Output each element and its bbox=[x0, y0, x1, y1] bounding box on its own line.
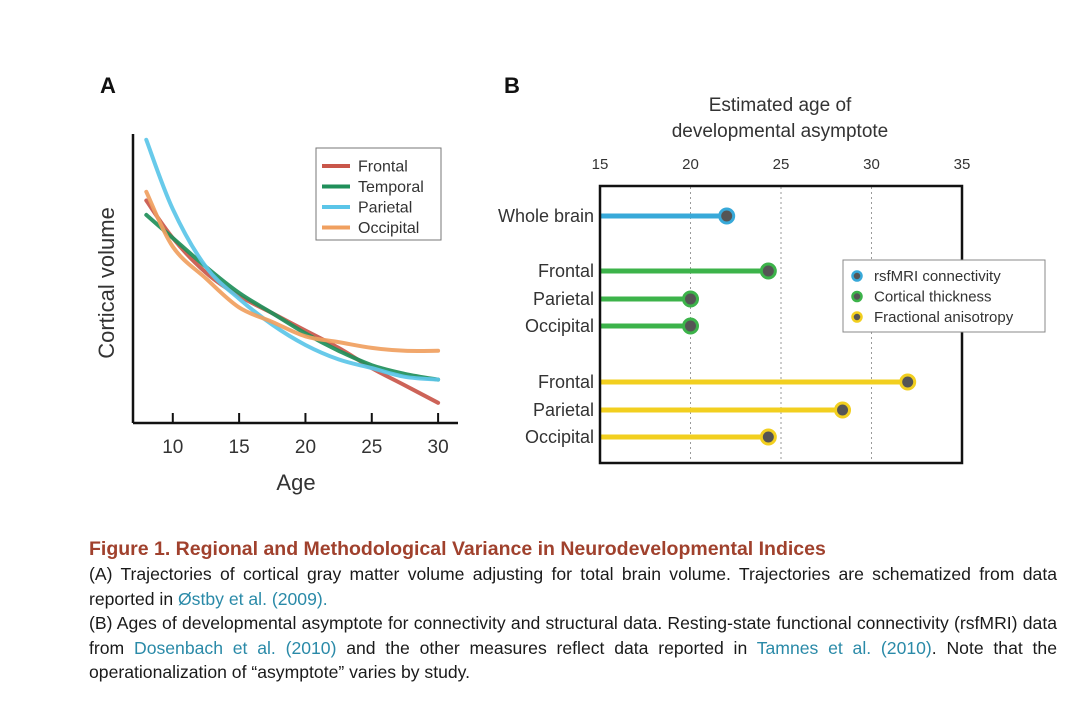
caption-b-text-1: (B) Ages of developmental asymptote for … bbox=[89, 613, 1057, 658]
panel-a-series-group bbox=[144, 137, 441, 405]
caption-b-citation-link-1[interactable]: Dosenbach et al. (2010) bbox=[133, 637, 337, 658]
lollipop-marker bbox=[899, 373, 917, 391]
lollipop-marker bbox=[682, 317, 699, 335]
top-tick-label: 30 bbox=[863, 156, 880, 173]
panel-a-line-chart: 10 15 20 25 30 Cortical volume Age Frontal Te… bbox=[94, 134, 458, 495]
row-label: Occipital bbox=[525, 427, 594, 447]
row-label: Frontal bbox=[538, 372, 594, 392]
row-label: Frontal bbox=[538, 261, 594, 281]
panel-b-letter: B bbox=[504, 73, 520, 98]
legend-label: Cortical thickness bbox=[874, 289, 992, 306]
series-line-temporal bbox=[144, 212, 441, 382]
lollipop-marker bbox=[682, 290, 699, 308]
panel-b-rows: Whole brain Frontal Parietal Occipital Front… bbox=[498, 206, 917, 447]
panel-a-legend: Frontal Temporal Parietal Occipital bbox=[315, 147, 442, 241]
panel-a-x-axis-label: Age bbox=[276, 470, 315, 495]
legend-label: Fractional anisotropy bbox=[874, 309, 1014, 326]
panel-b-top-ticks: 15 20 25 30 35 bbox=[592, 156, 971, 173]
top-tick-label: 15 bbox=[592, 156, 609, 173]
x-tick-label: 25 bbox=[361, 437, 382, 458]
x-tick-label: 10 bbox=[162, 437, 183, 458]
panel-b-title-line-2: developmental asymptote bbox=[672, 121, 889, 142]
series-line-occipital bbox=[144, 189, 441, 353]
caption-paragraph-a: (A) Trajectories of cortical gray matter… bbox=[89, 562, 1057, 611]
top-tick-label: 35 bbox=[954, 156, 971, 173]
series-line-parietal bbox=[144, 137, 441, 382]
lollipop-marker bbox=[759, 428, 777, 446]
row-label: Parietal bbox=[533, 289, 594, 309]
legend-label-temporal: Temporal bbox=[358, 179, 424, 196]
lollipop-marker bbox=[718, 207, 736, 225]
row-label: Occipital bbox=[525, 316, 594, 336]
x-tick-label: 15 bbox=[229, 437, 250, 458]
lollipop-marker bbox=[834, 401, 852, 419]
legend-dot bbox=[851, 270, 863, 282]
panel-a-x-ticks: 10 15 20 25 30 bbox=[162, 413, 449, 458]
panel-b-title-line-1: Estimated age of bbox=[709, 95, 852, 116]
panel-b-legend: rsfMRI connectivity Cortical thickness Fra… bbox=[842, 259, 1046, 333]
legend-label-parietal: Parietal bbox=[358, 200, 412, 217]
legend-label: rsfMRI connectivity bbox=[874, 268, 1001, 285]
caption-b-text-3: . Note that the operationalization of “a… bbox=[89, 637, 1057, 683]
figure-caption: Figure 1. Regional and Methodological Va… bbox=[89, 536, 1057, 685]
panel-a-y-axis-label: Cortical volume bbox=[94, 207, 119, 359]
caption-title: Figure 1. Regional and Methodological Va… bbox=[89, 538, 826, 560]
caption-paragraph-b: (B) Ages of developmental asymptote for … bbox=[89, 611, 1057, 685]
legend-label-occipital: Occipital bbox=[358, 220, 419, 237]
panel-a-legend-box bbox=[315, 147, 442, 241]
caption-b-text-2: and the other measures reflect data repo… bbox=[336, 637, 757, 658]
x-tick-label: 20 bbox=[295, 437, 316, 458]
panel-b-lollipop-chart: Estimated age of developmental asymptote… bbox=[498, 95, 1046, 465]
panel-b-legend-box bbox=[842, 259, 1046, 333]
caption-b-citation-link-2[interactable]: Tamnes et al. (2010) bbox=[756, 637, 932, 658]
panel-a-letter: A bbox=[100, 73, 116, 98]
legend-label-frontal: Frontal bbox=[358, 159, 408, 176]
x-tick-label: 30 bbox=[428, 437, 449, 458]
row-label: Whole brain bbox=[498, 206, 594, 226]
lollipop-marker bbox=[759, 262, 777, 280]
panel-b-gridlines bbox=[690, 187, 872, 462]
legend-dot bbox=[851, 311, 863, 323]
row-label: Parietal bbox=[533, 400, 594, 420]
top-tick-label: 25 bbox=[773, 156, 790, 173]
top-tick-label: 20 bbox=[682, 156, 699, 173]
caption-a-citation-link[interactable]: Østby et al. (2009). bbox=[178, 588, 328, 609]
caption-a-text: (A) Trajectories of cortical gray matter… bbox=[89, 564, 1057, 609]
legend-dot bbox=[851, 290, 863, 303]
